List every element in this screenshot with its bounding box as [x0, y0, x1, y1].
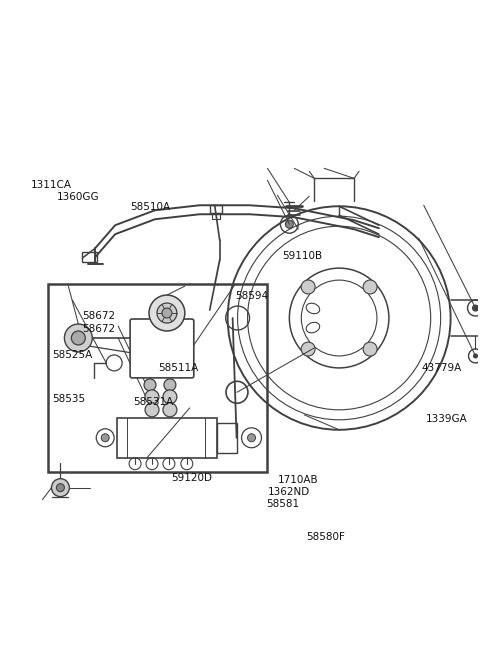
Text: 58672: 58672 — [82, 310, 115, 321]
Bar — [117, 418, 216, 458]
Text: 58525A: 58525A — [52, 350, 93, 360]
Circle shape — [145, 403, 159, 417]
Text: 58531A: 58531A — [133, 397, 174, 407]
Text: 59110B: 59110B — [283, 251, 323, 261]
Circle shape — [145, 390, 159, 404]
Circle shape — [301, 342, 315, 356]
Circle shape — [157, 303, 177, 323]
Circle shape — [248, 434, 255, 441]
Text: 58594: 58594 — [235, 291, 268, 301]
Circle shape — [64, 324, 92, 352]
Circle shape — [286, 220, 293, 228]
Circle shape — [51, 479, 70, 496]
Text: 1311CA: 1311CA — [30, 180, 72, 190]
Circle shape — [163, 403, 177, 417]
Text: 58580F: 58580F — [306, 532, 345, 542]
Text: 58511A: 58511A — [158, 363, 199, 373]
Bar — [210, 205, 222, 214]
Circle shape — [162, 308, 172, 318]
Bar — [216, 422, 237, 453]
Bar — [82, 252, 97, 262]
Circle shape — [363, 342, 377, 356]
Text: 58535: 58535 — [52, 394, 85, 404]
Text: 1339GA: 1339GA — [426, 414, 468, 424]
Text: 1360GG: 1360GG — [57, 192, 100, 202]
Circle shape — [101, 434, 109, 441]
Circle shape — [363, 280, 377, 294]
Circle shape — [473, 354, 478, 358]
Text: 58510A: 58510A — [130, 202, 170, 212]
Text: 58581: 58581 — [266, 499, 299, 509]
Text: 58672: 58672 — [82, 324, 115, 335]
Text: 1362ND: 1362ND — [268, 487, 311, 497]
Circle shape — [164, 379, 176, 391]
Circle shape — [72, 331, 85, 345]
Circle shape — [149, 295, 185, 331]
Bar — [48, 284, 267, 472]
Circle shape — [57, 483, 64, 492]
Text: 59120D: 59120D — [171, 473, 212, 483]
Circle shape — [163, 390, 177, 404]
Text: 1710AB: 1710AB — [278, 476, 318, 485]
Circle shape — [144, 379, 156, 391]
Bar — [212, 214, 220, 219]
Circle shape — [301, 280, 315, 294]
Circle shape — [472, 305, 479, 311]
Text: 43779A: 43779A — [421, 363, 461, 373]
FancyBboxPatch shape — [130, 319, 194, 378]
